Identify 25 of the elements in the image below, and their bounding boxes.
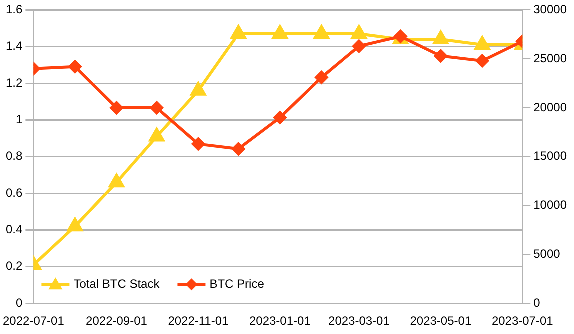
- y-tick-label: 1: [16, 112, 24, 127]
- y2-tick-label: 5000: [534, 247, 561, 262]
- y-tick-label: 0.2: [6, 259, 24, 274]
- legend-label: BTC Price: [210, 276, 265, 291]
- y2-tick-label: 15000: [534, 149, 568, 164]
- y-tick-label: 1.4: [6, 39, 24, 54]
- x-tick-label: 2023-07-01: [492, 314, 554, 328]
- y2-tick-label: 0: [534, 296, 541, 310]
- y-tick-label: 0: [16, 296, 24, 310]
- x-tick-label: 2023-01-01: [249, 314, 312, 328]
- y-tick-label: 1.6: [6, 2, 24, 17]
- y2-tick-label: 10000: [534, 198, 568, 212]
- y2-tick-label: 25000: [534, 51, 568, 66]
- y2-tick-label: 30000: [534, 2, 568, 17]
- y-tick-label: 0.6: [6, 186, 24, 200]
- legend-label: Total BTC Stack: [74, 276, 161, 291]
- x-tick-label: 2023-03-01: [328, 314, 390, 328]
- x-tick-label: 2022-07-01: [2, 314, 65, 328]
- x-tick-label: 2022-09-01: [86, 314, 148, 328]
- y-tick-label: 1.2: [6, 76, 24, 90]
- x-tick-label: 2022-11-01: [168, 314, 230, 328]
- y2-tick-label: 20000: [534, 100, 568, 114]
- y-tick-label: 0.4: [6, 222, 24, 237]
- x-tick-label: 2023-05-01: [410, 314, 472, 328]
- y-tick-label: 0.8: [6, 149, 24, 164]
